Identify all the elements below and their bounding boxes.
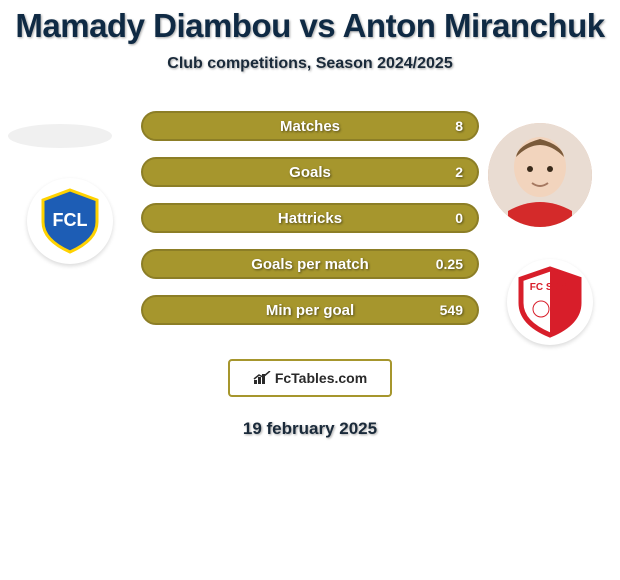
stats-area: Matches 8 Goals 2 Hattricks 0 Goals per … [0,111,620,341]
stat-value-right: 2 [455,164,463,180]
page-title: Mamady Diambou vs Anton Miranchuk [0,0,620,45]
stat-row-goals-per-match: Goals per match 0.25 [141,249,479,279]
subtitle: Club competitions, Season 2024/2025 [0,55,620,73]
stat-row-hattricks: Hattricks 0 [141,203,479,233]
stat-row-min-per-goal: Min per goal 549 [141,295,479,325]
stat-label: Goals per match [143,256,477,273]
stat-value-right: 8 [455,118,463,134]
stat-value-right: 0.25 [436,256,463,272]
brand-text: FcTables.com [275,370,367,386]
stat-row-matches: Matches 8 [141,111,479,141]
stat-label: Min per goal [143,302,477,319]
comparison-card: Mamady Diambou vs Anton Miranchuk Club c… [0,0,620,580]
brand-chart-icon [253,371,271,385]
stat-label: Hattricks [143,210,477,227]
brand-box[interactable]: FcTables.com [228,359,392,397]
stat-row-goals: Goals 2 [141,157,479,187]
stat-value-right: 0 [455,210,463,226]
stat-label: Matches [143,118,477,135]
footer-date: 19 february 2025 [0,419,620,439]
stat-label: Goals [143,164,477,181]
stat-value-right: 549 [440,302,463,318]
